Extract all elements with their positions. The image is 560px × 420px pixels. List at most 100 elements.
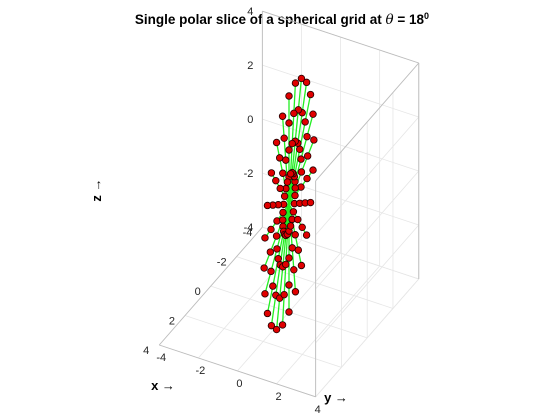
grid-point — [280, 134, 288, 142]
z-tick-label: -4 — [244, 222, 254, 234]
grid-line — [276, 265, 380, 385]
grid-point — [272, 138, 281, 147]
x-tick-label: 0 — [195, 286, 201, 298]
grid-point — [285, 146, 293, 154]
y-tick-label: -2 — [195, 365, 205, 377]
axis-edge-x — [158, 226, 263, 346]
grid-point — [291, 231, 299, 239]
grid-point — [267, 321, 276, 330]
grid-point — [279, 208, 287, 217]
x-tick-label: -4 — [243, 227, 253, 239]
grid-point — [296, 145, 304, 153]
grid-point — [288, 139, 296, 148]
grid-point — [306, 90, 315, 99]
z-tick-label: -2 — [244, 168, 254, 180]
grid-point — [272, 232, 281, 240]
grid-point — [297, 261, 306, 270]
z-axis-label: z → — [89, 178, 104, 201]
y-axis-label: y → — [324, 390, 348, 405]
axis-edge — [315, 62, 420, 182]
z-tick-label: 2 — [247, 60, 253, 72]
grid-point — [272, 176, 280, 185]
grid-point — [301, 118, 309, 126]
axes-box — [158, 10, 420, 398]
grid-line — [262, 64, 419, 118]
grid-point — [278, 112, 287, 120]
grid-point — [269, 282, 277, 290]
x-axis-label: x → — [151, 378, 175, 393]
grid-line — [184, 315, 342, 368]
grid-point — [263, 201, 272, 210]
title-eq: = 18 — [394, 12, 425, 27]
grid-point — [297, 74, 306, 83]
grid-point — [285, 119, 293, 127]
grid-line — [315, 278, 420, 398]
grid-point — [282, 156, 290, 164]
plot-area — [260, 74, 318, 334]
grid-point — [285, 308, 293, 316]
grid-point — [267, 225, 275, 234]
grid-point — [263, 309, 272, 318]
grid-point — [286, 170, 295, 178]
grid-point — [291, 288, 300, 296]
x-tick-label: 4 — [143, 345, 149, 357]
grid-point — [297, 168, 306, 176]
grid-point — [285, 92, 293, 100]
grid-point — [302, 231, 311, 239]
grid-point — [291, 79, 300, 87]
z-tick-label: 0 — [247, 114, 253, 126]
grid-point — [282, 260, 290, 269]
y-tick-label: 2 — [275, 391, 281, 403]
grid-point — [283, 178, 292, 186]
grid-point — [310, 136, 318, 144]
grid-point — [291, 191, 299, 200]
grid-point — [290, 266, 298, 274]
chart-title: Single polar slice of a spherical grid a… — [135, 11, 429, 28]
grid-point — [309, 166, 317, 174]
grid-point — [288, 244, 296, 252]
grid-point — [280, 290, 288, 299]
grid-point — [303, 152, 312, 160]
grid-point — [303, 132, 311, 141]
grid-point — [297, 155, 305, 163]
grid-point — [261, 234, 269, 242]
grid-point — [302, 78, 311, 87]
grid-point — [294, 215, 302, 224]
grid-point — [309, 110, 317, 118]
grid-point — [275, 154, 284, 162]
y-tick-label: 4 — [315, 404, 321, 416]
grid-point — [267, 267, 275, 276]
x-tick-label: 2 — [169, 316, 175, 328]
grid-point — [274, 255, 282, 263]
title-theta: θ — [386, 12, 394, 28]
y-tick-label: 0 — [236, 378, 242, 390]
grid-point — [260, 264, 268, 272]
z-tick-label: 4 — [247, 6, 253, 18]
grid-point — [273, 245, 281, 253]
grid-point — [303, 174, 311, 183]
grid-point — [285, 254, 293, 262]
grid-point — [278, 321, 287, 329]
grid-line — [315, 170, 420, 290]
grid-point — [261, 290, 269, 298]
axis-edge — [262, 10, 419, 64]
grid-point — [286, 222, 295, 230]
title-superscript: 0 — [424, 11, 429, 21]
grid-point — [298, 223, 306, 232]
y-tick-label: -4 — [156, 352, 166, 364]
grid-point — [267, 169, 276, 177]
grid-line — [315, 116, 420, 236]
grid-point — [294, 246, 303, 254]
grid-point — [289, 208, 298, 216]
grid-point — [290, 109, 298, 118]
tick-labels: -4 -2 0 2 4 -4 -2 0 2 4 -4 -2 0 2 4 — [143, 6, 321, 416]
axis-edge-y — [159, 344, 316, 398]
grid-point — [266, 248, 275, 256]
grid-point — [276, 184, 284, 193]
grid-point — [280, 192, 289, 200]
grid-point — [279, 216, 287, 224]
grid-point — [272, 325, 281, 334]
title-main: Single polar slice of a spherical grid a… — [135, 12, 386, 27]
x-tick-label: -2 — [217, 257, 227, 269]
